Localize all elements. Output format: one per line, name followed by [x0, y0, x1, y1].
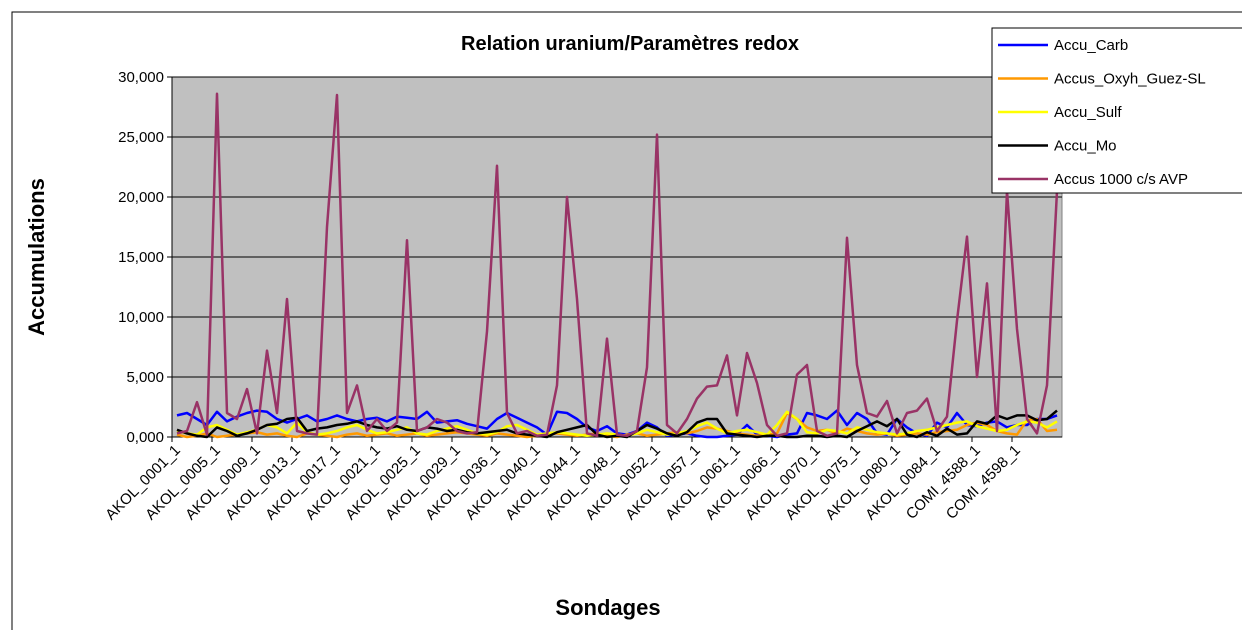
legend-label: Accu_Mo — [1054, 138, 1117, 155]
y-tick-label: 10,000 — [118, 309, 164, 326]
legend-label: Accus 1000 c/s AVP — [1054, 171, 1188, 188]
y-tick-label: 20,000 — [118, 189, 164, 206]
series-line — [176, 92, 1059, 438]
y-tick-label: 25,000 — [118, 129, 164, 146]
y-tick-label: 15,000 — [118, 249, 164, 266]
x-axis-title: Sondages — [555, 595, 660, 620]
legend: Accu_Carb Accus_Oxyh_Guez-SL Accu_Sulf Accu… — [991, 27, 1242, 194]
chart-title: Relation uranium/Paramètres redox — [461, 33, 799, 55]
plot-area: 0,000 5,000 10,000 15,000 20,000 25,000 30,000… — [102, 69, 1063, 523]
y-tick-label: 0,000 — [126, 429, 164, 446]
y-tick-label: 5,000 — [126, 369, 164, 386]
legend-label: Accu_Sulf — [1054, 104, 1122, 121]
legend-label: Accu_Carb — [1054, 37, 1128, 54]
y-tick-label: 30,000 — [118, 69, 164, 86]
legend-box — [991, 27, 1242, 194]
legend-label: Accus_Oxyh_Guez-SL — [1054, 71, 1206, 88]
y-axis-title: Accumulations — [24, 178, 49, 336]
